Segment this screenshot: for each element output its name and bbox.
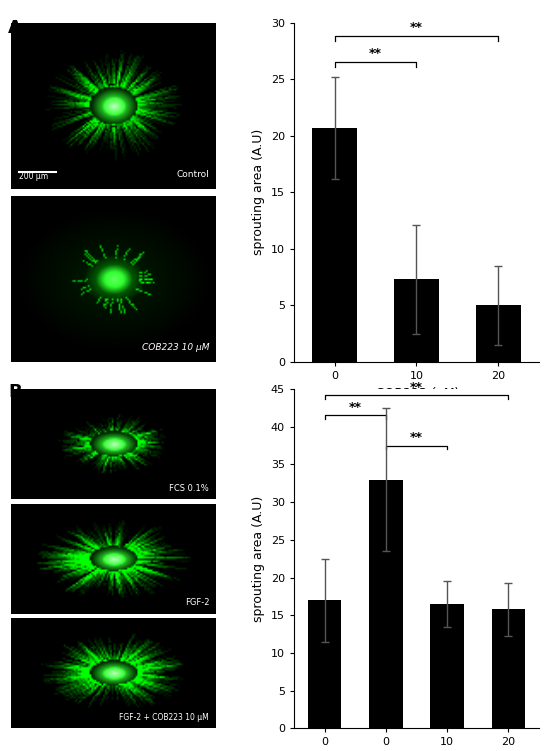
Text: **: ** [410, 381, 423, 394]
Y-axis label: sprouting area (A.U): sprouting area (A.U) [252, 129, 265, 255]
Y-axis label: sprouting area (A.U): sprouting area (A.U) [252, 496, 265, 622]
Text: **: ** [369, 47, 382, 60]
X-axis label: COB223 (μM): COB223 (μM) [375, 387, 458, 400]
Bar [430, 604, 464, 728]
Bar [476, 306, 521, 362]
Bar [312, 128, 357, 362]
Bar [394, 279, 439, 362]
Text: COB223 10 μM: COB223 10 μM [142, 343, 209, 352]
Bar [307, 600, 342, 728]
Text: **: ** [349, 401, 362, 414]
Text: B: B [8, 383, 22, 401]
Text: Control: Control [177, 170, 209, 179]
Text: **: ** [410, 22, 423, 35]
Text: A: A [8, 19, 22, 37]
Bar [492, 609, 525, 728]
Bar [369, 480, 403, 728]
Text: FCS 0.1%: FCS 0.1% [169, 484, 209, 493]
Text: FGF-2: FGF-2 [185, 599, 209, 608]
Text: FGF-2 + COB223 10 μM: FGF-2 + COB223 10 μM [119, 713, 209, 722]
Text: 200 μm: 200 μm [19, 171, 48, 180]
Text: **: ** [410, 431, 423, 444]
